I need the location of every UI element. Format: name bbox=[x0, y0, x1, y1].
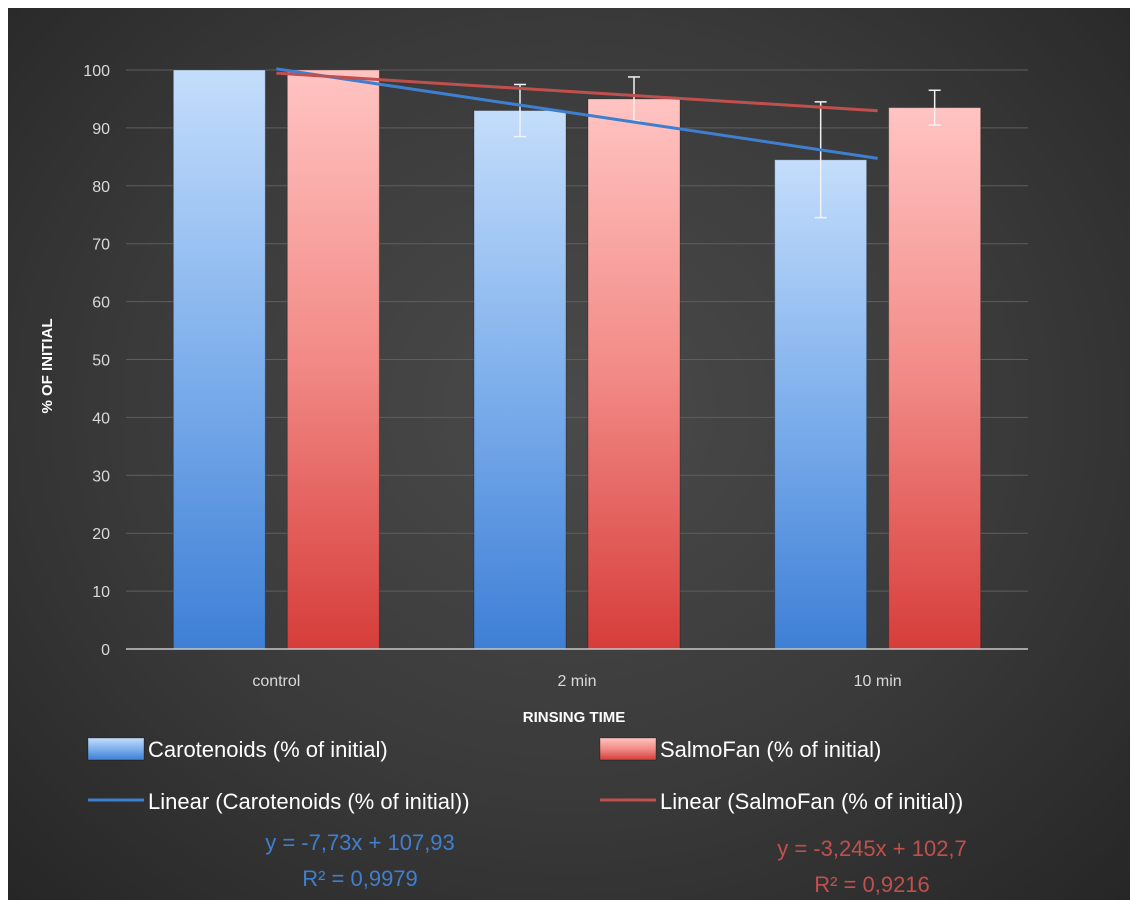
y-tick-label: 100 bbox=[83, 63, 110, 80]
legend: Carotenoids (% of initial) SalmoFan (% of… bbox=[87, 737, 963, 814]
y-axis-title: % OF INITIAL bbox=[39, 319, 56, 414]
y-tick-label: 0 bbox=[101, 642, 110, 659]
carotenoids-trendline bbox=[276, 67, 878, 160]
x-axis-title: RINSING TIME bbox=[523, 709, 626, 726]
legend-salmofan: SalmoFan (% of initial) bbox=[599, 737, 881, 762]
legend-carotenoids-trend: Linear (Carotenoids (% of initial)) bbox=[88, 789, 470, 814]
trendline-r2: R² = 0,9216 bbox=[814, 872, 930, 897]
chart-area: 0 10 20 30 40 50 60 70 80 90 100 control 2 min 10 mi… bbox=[8, 8, 1130, 900]
legend-swatch bbox=[87, 737, 145, 761]
carotenoids-bar bbox=[172, 69, 266, 650]
salmofan-bar bbox=[286, 69, 380, 650]
bar-chart: 0 10 20 30 40 50 60 70 80 90 100 control 2 min 10 mi… bbox=[39, 63, 1028, 897]
carotenoids-bar bbox=[774, 159, 868, 650]
x-tick-label: 2 min bbox=[557, 673, 596, 690]
legend-label: Linear (Carotenoids (% of initial)) bbox=[148, 789, 470, 814]
legend-swatch bbox=[599, 737, 657, 761]
salmofan-bar bbox=[888, 107, 982, 650]
y-tick-label: 50 bbox=[92, 353, 110, 370]
legend-salmofan-trend: Linear (SalmoFan (% of initial)) bbox=[600, 789, 963, 814]
y-tick-label: 40 bbox=[92, 410, 110, 427]
error-bar bbox=[928, 89, 941, 126]
x-tick-label: control bbox=[252, 673, 300, 690]
y-tick-label: 10 bbox=[92, 584, 110, 601]
legend-label: Linear (SalmoFan (% of initial)) bbox=[660, 789, 963, 814]
y-tick-label: 20 bbox=[92, 526, 110, 543]
y-tick-label: 60 bbox=[92, 295, 110, 312]
y-tick-label: 30 bbox=[92, 468, 110, 485]
salmofan-trendline bbox=[276, 71, 878, 113]
trendline-equation: y = -3,245x + 102,7 bbox=[777, 836, 967, 861]
trendline-equation: y = -7,73x + 107,93 bbox=[265, 830, 455, 855]
error-bar bbox=[814, 101, 827, 219]
y-tick-label: 90 bbox=[92, 121, 110, 138]
salmofan-bar bbox=[587, 98, 681, 650]
y-tick-label: 80 bbox=[92, 179, 110, 196]
y-tick-label: 70 bbox=[92, 237, 110, 254]
trendline-r2: R² = 0,9979 bbox=[302, 866, 418, 891]
legend-label: SalmoFan (% of initial) bbox=[660, 737, 881, 762]
legend-label: Carotenoids (% of initial) bbox=[148, 737, 388, 762]
carotenoids-bar bbox=[473, 110, 567, 650]
legend-carotenoids: Carotenoids (% of initial) bbox=[87, 737, 388, 762]
x-tick-label: 10 min bbox=[854, 673, 902, 690]
error-bar bbox=[514, 83, 526, 138]
